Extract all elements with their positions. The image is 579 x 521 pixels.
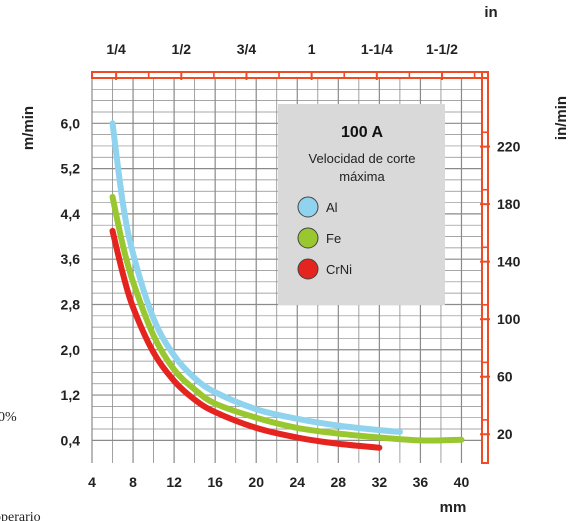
right-tick-label: 140 bbox=[497, 254, 521, 270]
chart-frame bbox=[91, 71, 490, 464]
page-fragment-operario: operario bbox=[0, 510, 41, 521]
legend-label-fe: Fe bbox=[326, 231, 341, 246]
legend-swatch-fe bbox=[297, 227, 319, 249]
y-tick-label: 3,6 bbox=[61, 251, 81, 267]
top-tick-label: 1 bbox=[308, 41, 316, 57]
x-tick-label: 20 bbox=[248, 474, 264, 490]
y-tick-label: 2,8 bbox=[61, 296, 81, 312]
series-lines bbox=[109, 120, 465, 451]
frame-top-band bbox=[91, 71, 489, 79]
top-tick-label: 1-1/2 bbox=[426, 41, 458, 57]
right-tick-label: 220 bbox=[497, 139, 521, 155]
legend: 100 A Velocidad de corte máxima Al Fe CrNi bbox=[278, 104, 445, 305]
x-tick-label: 16 bbox=[207, 474, 223, 490]
frame-right-band bbox=[481, 71, 489, 464]
legend-label-al: Al bbox=[326, 200, 338, 215]
legend-swatch-al bbox=[297, 196, 319, 218]
x-tick-label: 12 bbox=[166, 474, 182, 490]
right-axis-ticks: 20 60 100 140 180 220 bbox=[497, 139, 521, 443]
y-tick-label: 5,2 bbox=[61, 161, 81, 177]
y-tick-label: 6,0 bbox=[61, 115, 81, 131]
right-axis-label: in/min bbox=[553, 96, 570, 140]
top-tick-label: 1-1/4 bbox=[361, 41, 393, 57]
legend-subtitle-line-2: máxima bbox=[339, 169, 385, 184]
x-axis-ticks: 4 8 12 16 20 24 28 32 36 40 bbox=[88, 474, 469, 490]
x-tick-label: 36 bbox=[413, 474, 429, 490]
x-tick-label: 32 bbox=[372, 474, 388, 490]
x-tick-label: 4 bbox=[88, 474, 96, 490]
page-fragment-percent: 0% bbox=[0, 410, 17, 425]
y-tick-label: 0,4 bbox=[61, 432, 81, 448]
x-tick-label: 40 bbox=[454, 474, 470, 490]
top-tick-label: 1/4 bbox=[106, 41, 126, 57]
series-line-fe bbox=[109, 193, 465, 444]
legend-subtitle-line-1: Velocidad de corte bbox=[309, 151, 416, 166]
y-axis-label: m/min bbox=[20, 106, 37, 150]
top-tick-label: 1/2 bbox=[172, 41, 192, 57]
legend-swatch-crni bbox=[297, 258, 319, 280]
right-tick-label: 180 bbox=[497, 196, 521, 212]
y-axis-ticks: 0,4 2,0 1,2 2,8 3,6 4,4 5,2 6,0 bbox=[61, 115, 81, 448]
y-tick-label: 4,4 bbox=[61, 206, 81, 222]
series-line-crni bbox=[109, 227, 383, 451]
x-tick-label: 28 bbox=[331, 474, 347, 490]
right-tick-label: 100 bbox=[497, 311, 521, 327]
top-axis-ticks: 1/4 1/2 3/4 1 1-1/4 1-1/2 bbox=[106, 41, 458, 57]
x-axis-label: mm bbox=[440, 499, 467, 516]
y-tick-label: 1,2 bbox=[61, 387, 81, 403]
legend-items: Al Fe CrNi bbox=[297, 196, 352, 280]
top-tick-label: 3/4 bbox=[237, 41, 257, 57]
x-tick-label: 24 bbox=[289, 474, 305, 490]
x-tick-label: 8 bbox=[129, 474, 137, 490]
right-tick-label: 20 bbox=[497, 426, 513, 442]
legend-label-crni: CrNi bbox=[326, 262, 352, 277]
series-line-al bbox=[109, 120, 403, 435]
top-axis-label: in bbox=[484, 4, 497, 21]
y-tick-label: 2,0 bbox=[61, 342, 81, 358]
right-tick-label: 60 bbox=[497, 369, 513, 385]
legend-title: 100 A bbox=[341, 124, 384, 141]
